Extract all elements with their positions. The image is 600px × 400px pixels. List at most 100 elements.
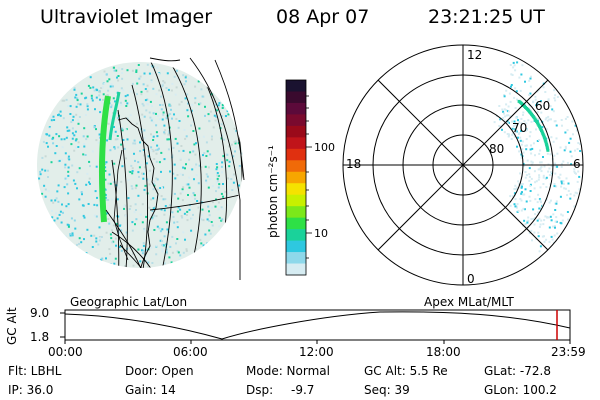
speckle (76, 99, 79, 102)
polar-speckle (536, 111, 539, 113)
speckle (193, 143, 196, 146)
speckle (179, 208, 182, 211)
speckle (205, 141, 208, 144)
speckle (217, 174, 220, 177)
polar-speckle (510, 85, 512, 88)
polar-speckle (544, 91, 547, 93)
polar-speckle (525, 144, 528, 147)
polar-speckle (567, 218, 569, 221)
speckle (235, 146, 238, 149)
speckle (221, 161, 224, 164)
speckle (172, 146, 175, 149)
polar-speckle (503, 112, 505, 115)
speckle (206, 218, 209, 221)
speckle (171, 235, 174, 238)
polar-speckle (552, 110, 555, 113)
polar-speckle (512, 195, 515, 198)
speckle (39, 170, 42, 173)
speckle (140, 93, 143, 96)
speckle (134, 257, 137, 260)
polar-speckle (536, 102, 539, 105)
polar-speckle (519, 136, 522, 139)
speckle (117, 66, 120, 69)
speckle (165, 117, 168, 120)
speckle (67, 166, 70, 169)
polar-speckle (521, 148, 524, 151)
polar-speckle (519, 89, 522, 92)
polar-speckle (528, 104, 531, 107)
polar-speckle (570, 163, 573, 166)
polar-speckle (539, 168, 542, 171)
speckle (101, 86, 104, 89)
polar-speckle (533, 170, 536, 173)
speckle (214, 119, 217, 122)
speckle (218, 183, 221, 186)
polar-panel-caption: Apex MLat/MLT (424, 295, 514, 309)
polar-speckle (506, 133, 509, 135)
speckle (67, 174, 70, 177)
speckle (110, 229, 113, 232)
speckle (87, 203, 90, 205)
speckle (190, 124, 193, 127)
instrument-title: Ultraviolet Imager (40, 6, 213, 28)
speckle (233, 140, 236, 143)
speckle (235, 130, 238, 133)
speckle (194, 153, 197, 156)
polar-speckle (520, 153, 523, 156)
speckle (172, 215, 175, 218)
speckle (159, 104, 162, 106)
speckle (155, 215, 158, 218)
speckle (187, 115, 190, 118)
speckle (109, 85, 112, 88)
polar-speckle (538, 250, 541, 253)
polar-speckle (519, 197, 522, 200)
polar-speckle (555, 220, 558, 223)
speckle (164, 129, 167, 132)
speckle (220, 165, 223, 168)
polar-speckle (520, 130, 522, 132)
speckle (171, 251, 174, 254)
timeline-xtick-1800: 18:00 (426, 345, 461, 359)
speckle (86, 135, 89, 138)
speckle (117, 122, 120, 125)
polar-speckle (555, 200, 558, 203)
speckle (167, 113, 170, 116)
polar-speckle (524, 223, 527, 226)
speckle (228, 165, 231, 168)
speckle (187, 77, 190, 80)
speckle (116, 215, 119, 218)
speckle (64, 163, 67, 166)
speckle (53, 219, 56, 222)
polar-speckle (565, 177, 568, 180)
speckle (44, 188, 47, 191)
speckle (99, 98, 101, 101)
mlt-label-18: 18 (346, 157, 361, 171)
speckle (188, 158, 191, 161)
speckle (145, 162, 148, 165)
speckle (125, 233, 128, 236)
speckle (201, 208, 204, 211)
speckle (181, 216, 184, 219)
polar-speckle (520, 122, 523, 125)
polar-speckle (527, 216, 530, 219)
speckle (128, 208, 131, 210)
speckle (156, 135, 159, 138)
speckle (206, 175, 209, 178)
speckle (44, 195, 47, 198)
speckle (165, 248, 168, 251)
polar-speckle (537, 168, 540, 171)
speckle (90, 97, 93, 100)
speckle (71, 137, 74, 140)
lat-label-80: 80 (489, 142, 504, 156)
speckle (95, 240, 98, 243)
speckle (156, 188, 159, 191)
polar-speckle (518, 150, 521, 153)
speckle (143, 115, 146, 118)
polar-speckle (517, 119, 519, 122)
speckle (182, 186, 185, 189)
polar-speckle (539, 186, 542, 189)
polar-speckle (579, 150, 582, 152)
polar-speckle (529, 92, 532, 95)
speckle (204, 114, 206, 117)
speckle (104, 178, 107, 181)
